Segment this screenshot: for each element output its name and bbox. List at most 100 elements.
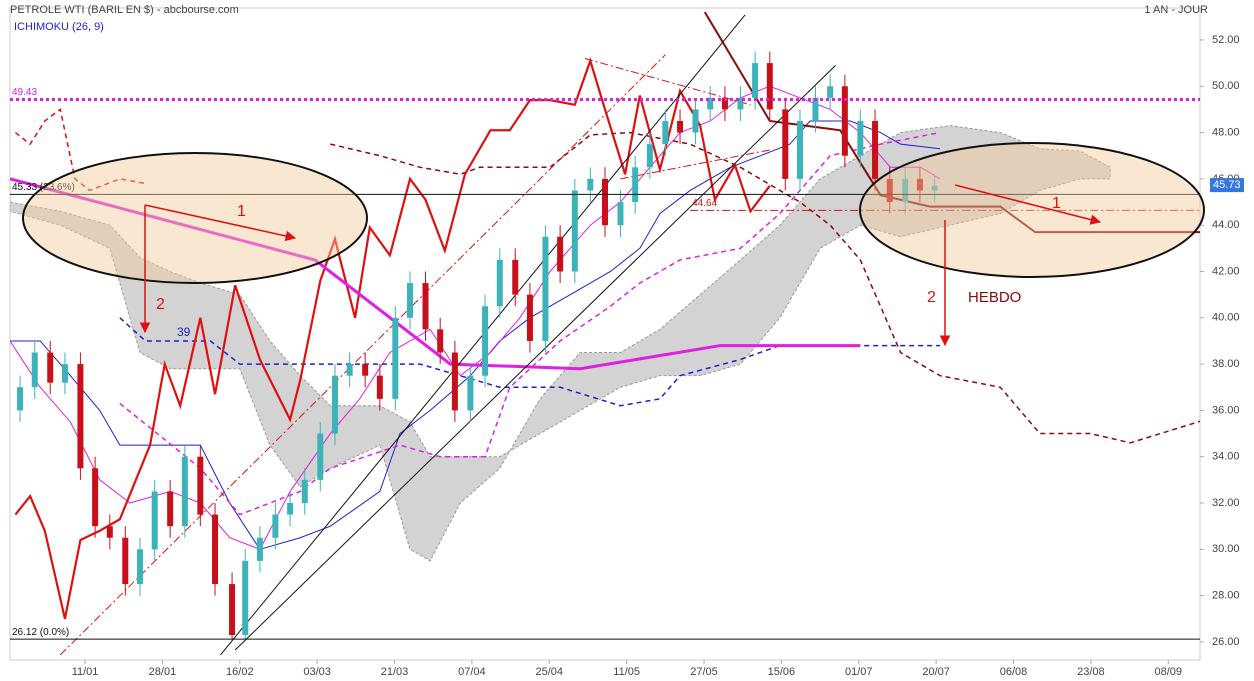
candle-body (77, 364, 84, 469)
candle-body (272, 514, 279, 538)
candle-body (31, 352, 38, 388)
candle-body (617, 202, 624, 226)
candle-body (557, 236, 564, 272)
y-tick-label: 44.00 (1212, 219, 1240, 231)
candle-body (212, 514, 219, 585)
candle-body (737, 97, 744, 110)
candle-body (242, 560, 249, 635)
x-tick-label: 27/05 (690, 666, 718, 678)
x-tick-label: 06/08 (1000, 666, 1028, 678)
candle-body (587, 178, 594, 191)
candle-body (692, 109, 699, 133)
annotation: 2 (156, 296, 165, 313)
x-tick-label: 11/01 (72, 666, 99, 678)
candle-body (61, 364, 68, 383)
candle-body (376, 375, 383, 399)
plot (10, 11, 1200, 656)
candle-body (229, 584, 236, 635)
candle-body (197, 456, 204, 515)
candle-body (662, 120, 669, 145)
last-price-label: 45.73 (1213, 179, 1241, 191)
candle-body (602, 178, 608, 226)
candle-body (181, 456, 188, 527)
candle-body (526, 294, 533, 341)
candle-body (301, 479, 308, 504)
indicator-line (10, 177, 861, 371)
candle-body (841, 86, 848, 156)
candle-body (422, 283, 429, 330)
x-tick-label: 03/03 (303, 666, 331, 678)
y-tick-label: 26.00 (1212, 636, 1240, 648)
annotation: 1 (1052, 195, 1061, 212)
arrow (144, 204, 297, 242)
overlay: 1 2 39 1 2 HEBDO (22, 142, 1205, 347)
y-tick-label: 52.00 (1212, 34, 1240, 46)
candle-body (766, 63, 773, 110)
axes: 26.00 28.00 30.00 32.00 34.00 36.00 38.00 40.00… (12, 34, 1244, 678)
indicator-line (330, 131, 1200, 444)
indicator-line (59, 54, 666, 656)
highlight-ellipse (859, 142, 1205, 278)
x-tick-label: 01/07 (845, 666, 873, 678)
candle-body (17, 387, 24, 411)
y-tick-label: 38.00 (1212, 358, 1240, 370)
level-label: 26.12 (0.0%) (12, 627, 69, 638)
indicator-line (14, 57, 771, 620)
candle-body (362, 364, 369, 376)
candle-body (451, 352, 458, 411)
period: 1 AN - JOUR (1144, 4, 1208, 16)
level-label: 49.43 (12, 87, 37, 98)
annotation: 2 (927, 289, 936, 306)
indicator-line (14, 108, 146, 192)
candle-body (677, 120, 684, 133)
candle-body (47, 352, 54, 383)
candle-body (542, 236, 549, 341)
candle-body (122, 537, 129, 585)
candle-body (571, 190, 578, 272)
x-tick-label: 08/09 (1155, 666, 1183, 678)
y-tick-label: 34.00 (1212, 451, 1240, 463)
annotation: 39 (177, 325, 191, 339)
indicator-line (234, 65, 836, 651)
candle-body (796, 120, 803, 179)
candle-body (916, 178, 923, 191)
annotation: HEBDO (968, 289, 1021, 306)
candle-body (92, 468, 99, 527)
last-price-box (1210, 178, 1244, 193)
candle-body (721, 97, 728, 110)
candle-body (902, 178, 909, 203)
candle-body (407, 283, 414, 318)
candle-body (482, 306, 489, 376)
candle-body (812, 97, 819, 121)
candle-body (827, 86, 834, 98)
x-tick-label: 23/08 (1077, 666, 1105, 678)
candle-body (512, 259, 519, 295)
candle-body (346, 364, 353, 376)
x-tick-label: 28/01 (149, 666, 177, 678)
chart-title: PETROLE WTI (BARIL EN $) - abcbourse.com (10, 4, 239, 16)
candle-body (287, 503, 294, 515)
indicator-label: ICHIMOKU (26, 9) (14, 21, 104, 33)
candle-body (437, 329, 444, 353)
level-label: 44.64 (692, 198, 717, 209)
candle-body (931, 185, 938, 191)
y-tick-label: 48.00 (1212, 126, 1240, 138)
candle-body (167, 491, 174, 527)
indicator-line (584, 57, 751, 106)
candle-body (256, 537, 263, 561)
x-tick-label: 11/05 (613, 666, 640, 678)
x-tick-label: 15/06 (768, 666, 796, 678)
y-tick-label: 42.00 (1212, 265, 1240, 277)
y-tick-label: 36.00 (1212, 404, 1240, 416)
candle-body (392, 317, 399, 399)
candle-body (632, 167, 639, 203)
candle-body (317, 433, 324, 480)
indicator-line (119, 131, 941, 516)
x-tick-label: 25/04 (536, 666, 564, 678)
y-tick-label: 32.00 (1212, 497, 1240, 509)
candle-body (886, 178, 893, 203)
candle-body (496, 259, 503, 307)
y-tick-label: 28.00 (1212, 590, 1240, 602)
x-tick-label: 07/04 (458, 666, 486, 678)
